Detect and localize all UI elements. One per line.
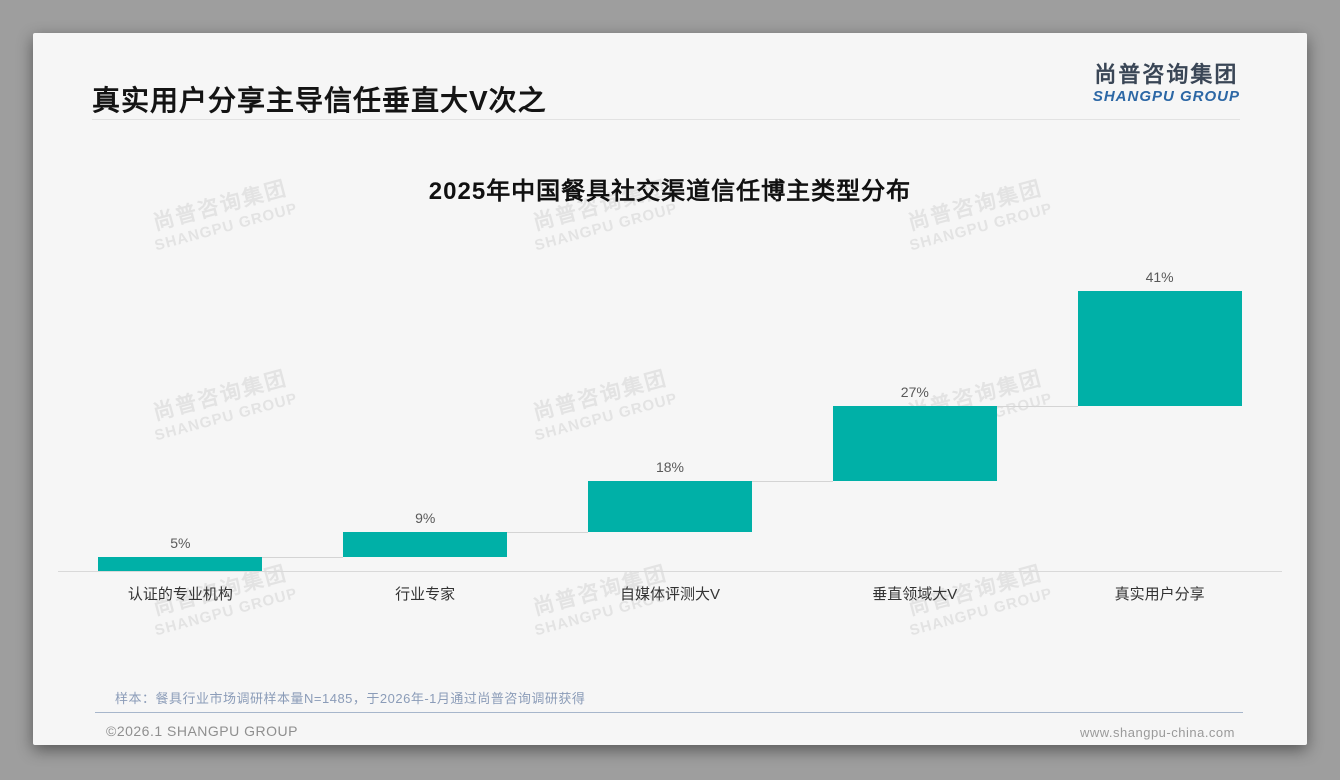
- value-label-2: 9%: [415, 509, 436, 526]
- category-label-3: 自媒体评测大V: [619, 586, 720, 603]
- waterfall-bar-2: [343, 531, 508, 557]
- value-label-4: 27%: [900, 383, 929, 400]
- category-label-4: 垂直领域大V: [872, 586, 958, 603]
- page-title: 真实用户分享主导信任垂直大V次之: [92, 85, 547, 116]
- step-connector-4: [996, 405, 1078, 407]
- logo-chinese-text: 尚普咨询集团: [1094, 62, 1239, 87]
- category-label-5: 真实用户分享: [1114, 586, 1205, 603]
- slide-card: 尚普咨询集团 SHANGPU GROUP 尚普咨询集团 SHANGPU GROUP 尚普…: [33, 33, 1307, 745]
- chart-title: 2025年中国餐具社交渠道信任博主类型分布: [428, 178, 912, 205]
- value-label-3: 18%: [655, 459, 685, 476]
- step-connector-2: [507, 531, 588, 533]
- footer-divider: [95, 712, 1243, 713]
- category-label-2: 行业专家: [395, 586, 456, 603]
- waterfall-bar-1: [98, 557, 263, 571]
- value-label-1: 5%: [170, 535, 191, 551]
- step-connector-3: [752, 481, 833, 483]
- x-axis-line: [58, 571, 1282, 572]
- header-divider: [92, 119, 1240, 120]
- company-logo: 尚普咨询集团 SHANGPU GROUP: [1092, 62, 1240, 106]
- website-text: www.shangpu-china.com: [1079, 725, 1235, 740]
- logo-english-text: SHANGPU GROUP: [1092, 88, 1240, 106]
- plot-area: 5% 认证的专业机构 9% 行业专家 18% 自媒体评测大V 27% 垂直领域大V 41% 真实用…: [33, 33, 1307, 745]
- waterfall-bar-4: [832, 405, 997, 482]
- step-connector-1: [262, 557, 344, 558]
- value-label-5: 41%: [1145, 269, 1174, 285]
- sample-note: 样本：餐具行业市场调研样本量N=1485，于2026年-1月通过尚普咨询调研获得: [115, 691, 586, 706]
- waterfall-bar-5: [1077, 291, 1242, 406]
- category-label-1: 认证的专业机构: [127, 586, 233, 603]
- waterfall-bar-3: [588, 481, 752, 532]
- copyright-text: ©2026.1 SHANGPU GROUP: [106, 723, 298, 739]
